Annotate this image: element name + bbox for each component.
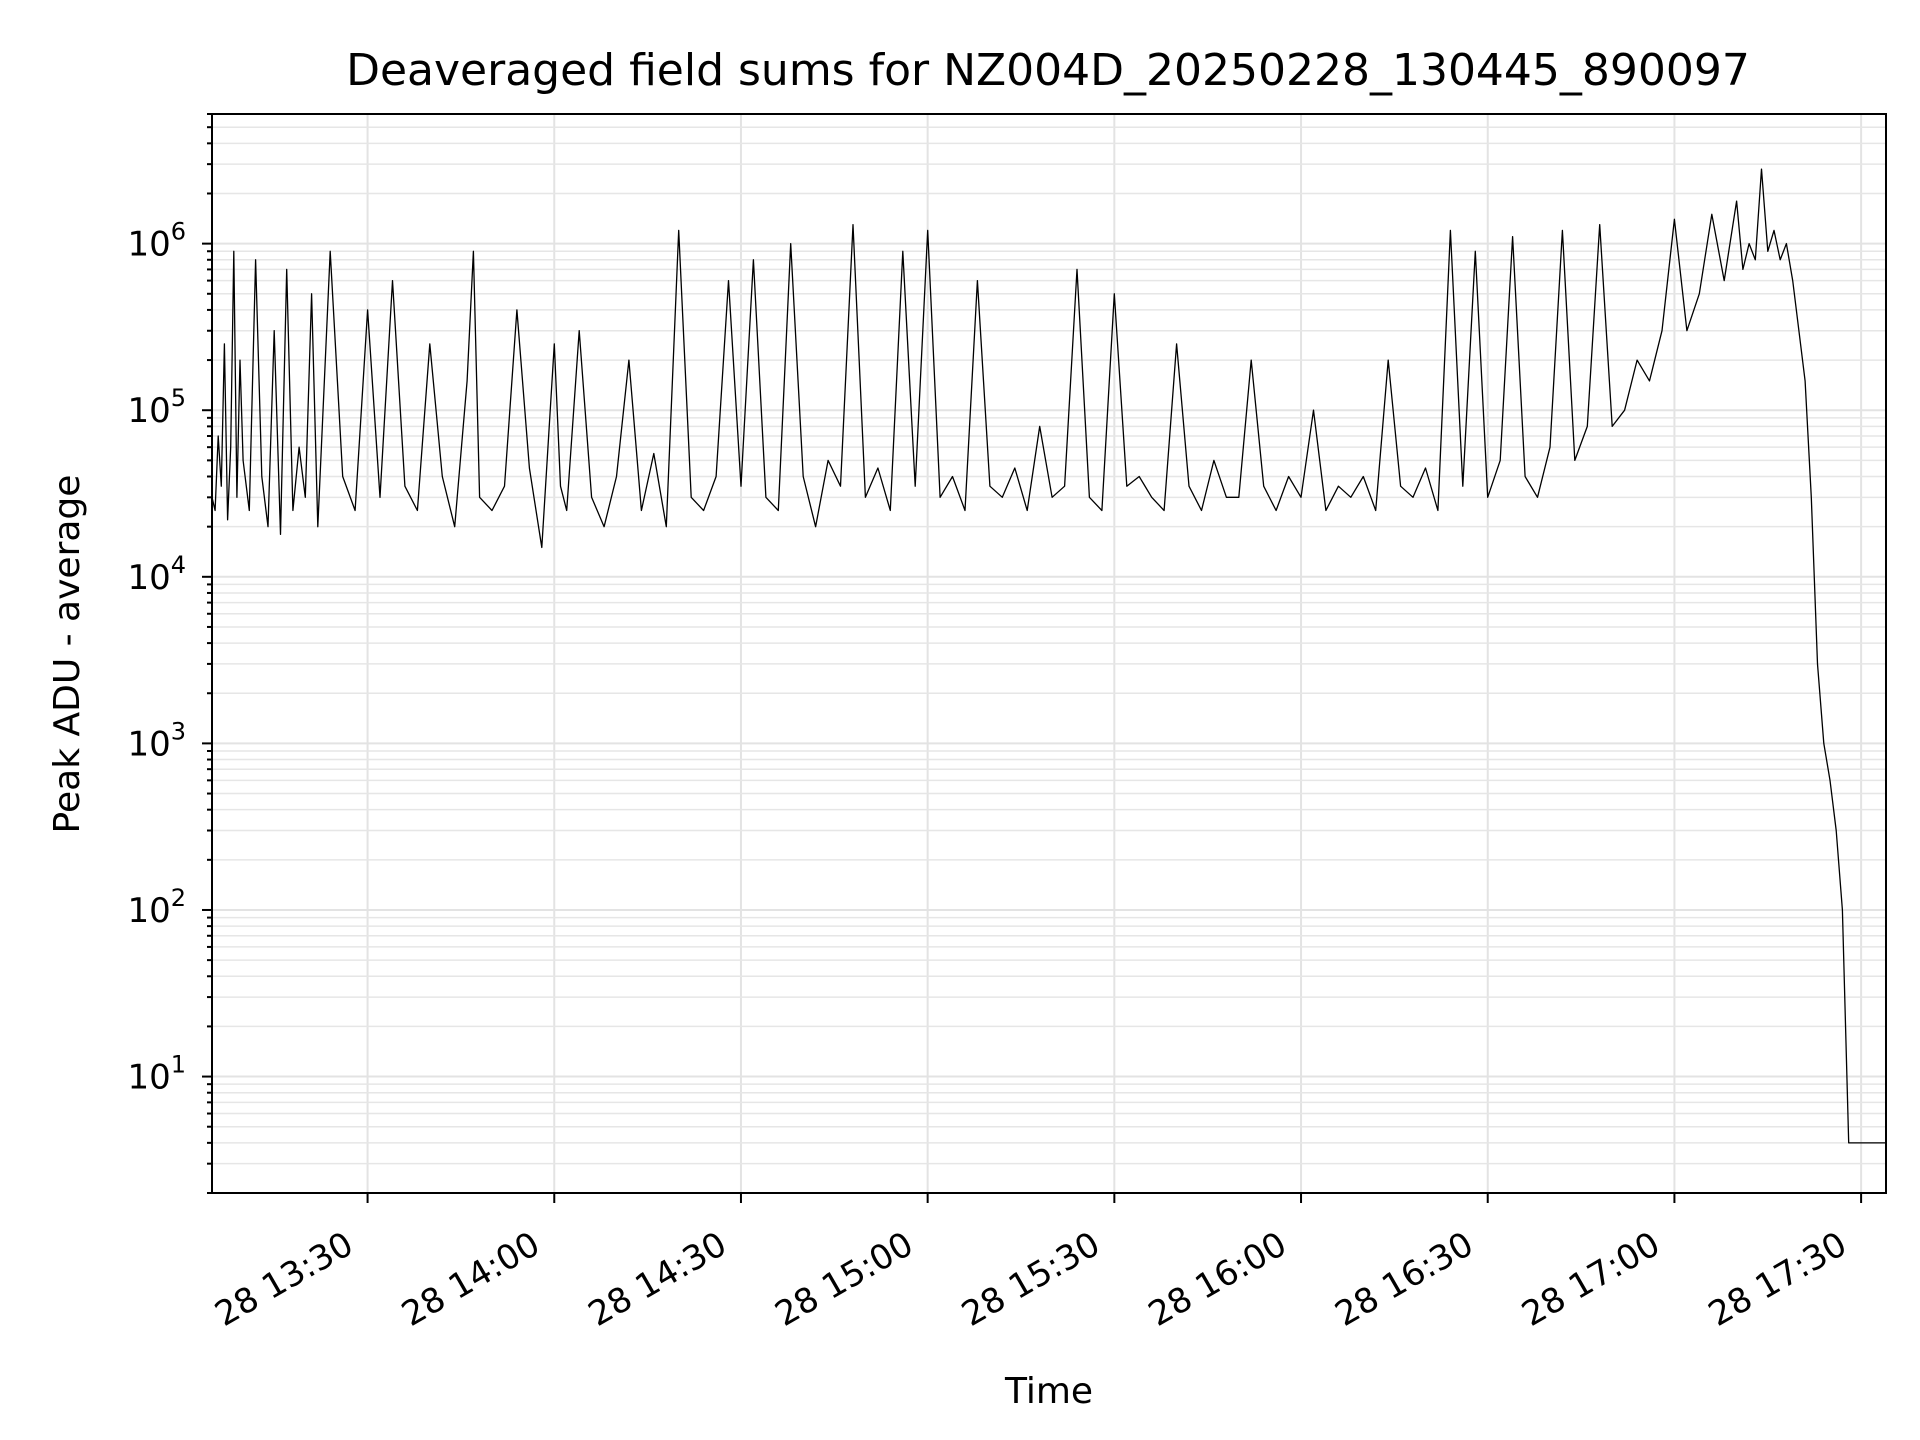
x-tick-label: 28 15:00 <box>768 1224 920 1335</box>
chart-title: Deaveraged field sums for NZ004D_2025022… <box>346 45 1750 96</box>
x-tick-label: 28 14:00 <box>395 1224 547 1335</box>
y-tick-label-base: 10 <box>127 558 170 598</box>
ticks-layer <box>202 113 1863 1203</box>
y-tick-label-exponent: 4 <box>171 551 186 579</box>
x-tick-label: 28 17:30 <box>1702 1224 1854 1335</box>
x-tick-label: 28 13:30 <box>208 1224 360 1335</box>
y-tick-label: 103 <box>127 717 186 764</box>
grid-layer <box>212 113 1886 1194</box>
x-tick-label: 28 14:30 <box>582 1224 734 1335</box>
series-line <box>211 168 1886 1144</box>
y-tick-label-exponent: 6 <box>171 218 186 246</box>
y-tick-label-base: 10 <box>127 1058 170 1098</box>
y-tick-label: 104 <box>127 551 186 598</box>
x-axis-label: Time <box>1004 1371 1093 1412</box>
x-tick-label: 28 16:00 <box>1142 1224 1294 1335</box>
y-tick-label-base: 10 <box>127 225 170 265</box>
y-tick-label: 101 <box>127 1051 186 1098</box>
y-tick-label-exponent: 2 <box>171 884 186 912</box>
y-tick-label-base: 10 <box>127 391 170 431</box>
x-tick-label: 28 17:00 <box>1515 1224 1667 1335</box>
y-tick-label-base: 10 <box>127 724 170 764</box>
y-tick-label-exponent: 1 <box>171 1051 186 1079</box>
y-tick-label: 105 <box>127 384 186 431</box>
series-layer <box>211 168 1886 1144</box>
y-tick-label: 106 <box>127 218 186 265</box>
x-tick-label: 28 15:30 <box>955 1224 1107 1335</box>
y-tick-label-exponent: 5 <box>171 384 186 412</box>
y-tick-label: 102 <box>127 884 186 931</box>
plot-frame <box>211 113 1887 1194</box>
y-axis-label: Peak ADU - average <box>47 475 88 834</box>
x-tick-label: 28 16:30 <box>1329 1224 1481 1335</box>
y-tick-label-base: 10 <box>127 891 170 931</box>
y-tick-label-exponent: 3 <box>171 717 186 745</box>
